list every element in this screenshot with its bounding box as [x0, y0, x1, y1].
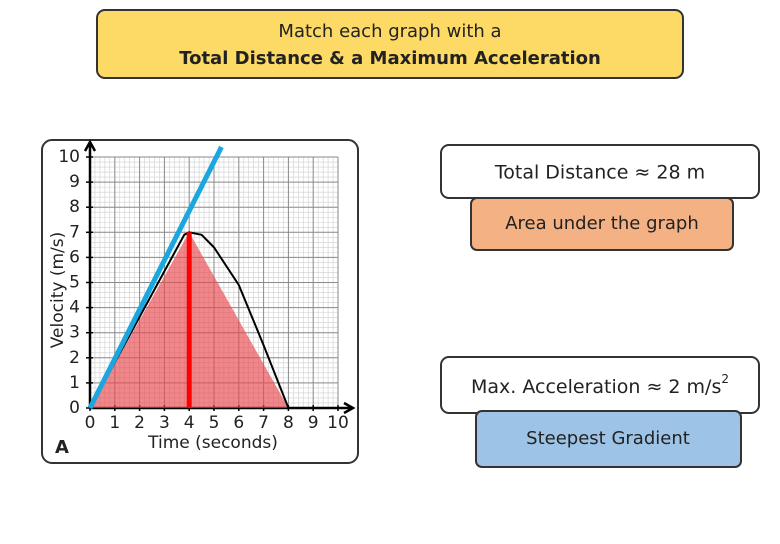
line — [89, 231, 290, 409]
y-axis-label: Velocity (m/s) — [48, 232, 68, 349]
graph-label: A — [55, 437, 69, 458]
x-tick-label: 10 — [327, 413, 349, 433]
x-tick-label: 1 — [109, 413, 120, 433]
y-tick-label: 5 — [69, 273, 80, 293]
x-tick-label: 5 — [209, 413, 220, 433]
x-tick-label: 2 — [134, 413, 145, 433]
x-tick-label: 0 — [85, 413, 96, 433]
axis — [83, 139, 97, 408]
x-tick-label: 7 — [258, 413, 269, 433]
header-line: Total Distance & a Maximum Acceleration — [179, 48, 601, 69]
y-tick-label: 7 — [69, 222, 80, 242]
x-axis-label: Time (seconds) — [147, 433, 278, 453]
header-box — [96, 9, 684, 79]
y-tick-label: 3 — [69, 323, 80, 343]
y-tick-label: 10 — [58, 147, 80, 167]
card-text-main: Max. Acceleration ≈ 2 m/s — [471, 376, 721, 398]
y-tick-label: 2 — [69, 348, 80, 368]
header-line: Match each graph with a — [278, 21, 501, 42]
card-text: Max. Acceleration ≈ 2 m/s2 — [471, 372, 729, 398]
line — [87, 145, 224, 410]
x-tick-label: 8 — [283, 413, 294, 433]
y-tick-label: 0 — [69, 398, 80, 418]
hint-text: Area under the graph — [505, 213, 699, 234]
x-tick-label: 3 — [159, 413, 170, 433]
hint-text: Steepest Gradient — [526, 428, 690, 449]
x-tick-label: 6 — [233, 413, 244, 433]
x-tick-label: 9 — [308, 413, 319, 433]
hint-box — [475, 410, 742, 468]
superscript: 2 — [721, 372, 729, 386]
y-tick-label: 8 — [69, 197, 80, 217]
y-tick-label: 4 — [69, 298, 80, 318]
card-text: Total Distance ≈ 28 m — [494, 162, 705, 184]
x-tick-label: 4 — [184, 413, 195, 433]
y-tick-label: 1 — [69, 373, 80, 393]
y-tick-label: 9 — [69, 172, 80, 192]
y-tick-label: 6 — [69, 247, 80, 267]
hint-box — [470, 197, 734, 251]
